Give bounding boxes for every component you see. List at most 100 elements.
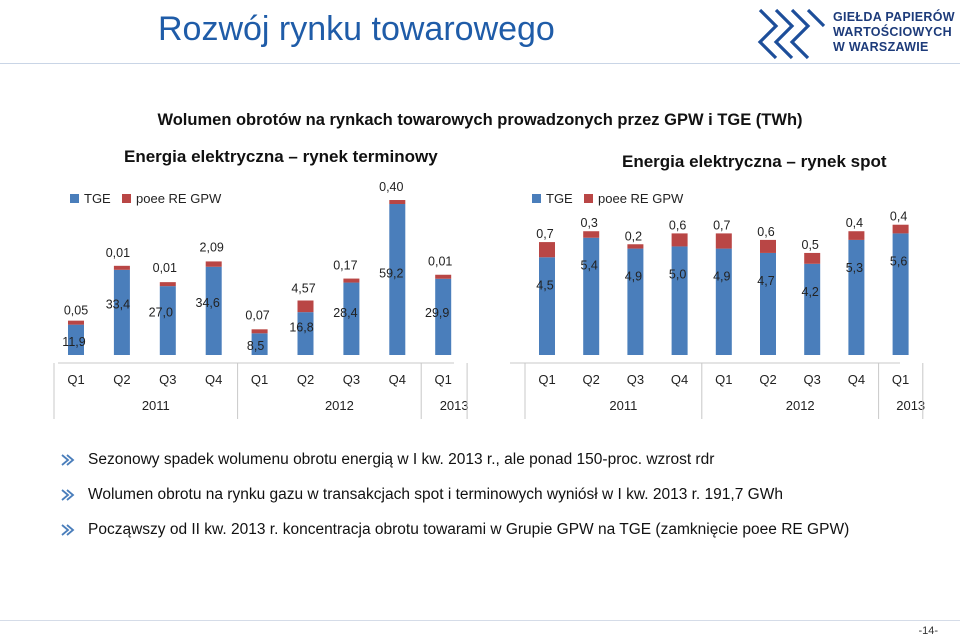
legend-label-tge: TGE (546, 191, 573, 206)
chart-forward-market: TGE poee RE GPW 0,05 11,9 Q1 0,01 33,4 Q2 0,01 27… (53, 180, 469, 419)
data-label-poee: 0,2 (625, 229, 642, 243)
legend: TGE poee RE GPW (532, 191, 684, 206)
tick-label: Q1 (435, 372, 452, 387)
bar-poee (671, 233, 688, 247)
data-label-poee: 0,5 (802, 238, 819, 252)
bar-tge (68, 324, 84, 355)
legend-swatch-tge (70, 194, 79, 203)
bar-tge (671, 246, 688, 355)
bar-tge (205, 266, 222, 355)
data-label-tge: 5,0 (669, 267, 686, 281)
bar-tge (892, 233, 909, 355)
bullet-arrow-icon (61, 524, 75, 536)
data-label-poee: 0,01 (106, 246, 130, 260)
bullet-item: Sezonowy spadek wolumenu obrotu energią … (60, 451, 714, 469)
bar-poee (297, 300, 314, 313)
data-label-poee: 0,17 (333, 259, 357, 273)
bullet-item: Począwszy od II kw. 2013 r. koncentracja… (60, 521, 849, 539)
page-number: -14- (918, 625, 938, 637)
tick-label: Q1 (251, 372, 268, 387)
bar-tge (159, 286, 176, 355)
bar-tge (435, 278, 452, 355)
bar-poee (159, 282, 176, 287)
page-title: Rozwój rynku towarowego (158, 10, 555, 48)
data-label-tge: 4,5 (536, 278, 553, 292)
data-label-tge: 28,4 (333, 306, 357, 320)
bar-poee (343, 278, 360, 283)
data-label-poee: 0,3 (581, 216, 598, 230)
year-label: 2013 (896, 398, 925, 413)
bar-poee (205, 261, 222, 267)
data-label-tge: 4,9 (713, 270, 730, 284)
tick-label: Q1 (67, 372, 84, 387)
bar-poee (892, 224, 909, 234)
data-label-tge: 29,9 (425, 306, 449, 320)
data-label-poee: 0,6 (669, 218, 686, 232)
data-label-poee: 0,01 (428, 255, 452, 269)
tick-label: Q1 (715, 372, 732, 387)
year-label: 2012 (786, 398, 815, 413)
data-label-poee: 4,57 (291, 281, 315, 295)
bar-poee (251, 329, 268, 334)
bar-tge (583, 237, 600, 355)
data-label-poee: 0,7 (536, 227, 553, 241)
data-label-tge: 4,2 (802, 285, 819, 299)
bar-poee (435, 274, 452, 279)
tick-label: Q2 (583, 372, 600, 387)
bar-tge (848, 239, 865, 355)
footer-divider (0, 620, 960, 621)
data-label-poee: 0,07 (245, 308, 269, 322)
tick-label: Q4 (671, 372, 688, 387)
tick-label: Q1 (892, 372, 909, 387)
bullet-text: Sezonowy spadek wolumenu obrotu energią … (88, 451, 715, 468)
data-label-tge: 27,0 (149, 306, 173, 320)
bar-tge (343, 282, 360, 355)
bullet-item: Wolumen obrotu na rynku gazu w transakcj… (60, 486, 783, 504)
logo-line-3: W WARSZAWIE (833, 40, 929, 54)
tick-label: Q4 (848, 372, 865, 387)
legend-label-poee: poee RE GPW (598, 191, 684, 206)
tick-label: Q3 (343, 372, 360, 387)
year-label: 2013 (440, 398, 469, 413)
bar-tge (627, 248, 644, 355)
data-label-poee: 0,4 (890, 210, 907, 224)
legend-swatch-tge (532, 194, 541, 203)
legend-swatch-poee (122, 194, 131, 203)
bar-poee (68, 320, 84, 325)
year-label: 2011 (142, 398, 170, 413)
data-label-poee: 0,7 (713, 218, 730, 232)
bar-tge (760, 252, 776, 355)
bar-tge (804, 263, 821, 355)
bar-poee (113, 265, 130, 270)
logo-line-1: GIEŁDA PAPIERÓW (833, 10, 955, 24)
legend-label-tge: TGE (84, 191, 111, 206)
data-label-poee: 0,4 (846, 216, 863, 230)
year-label: 2012 (325, 398, 354, 413)
bar-tge (389, 204, 406, 355)
year-label: 2011 (609, 398, 637, 413)
bar-tge (539, 257, 555, 355)
data-label-poee: 0,40 (379, 180, 403, 194)
chart-title-forward: Energia elektryczna – rynek terminowy (124, 147, 438, 166)
data-label-tge: 16,8 (289, 321, 313, 335)
data-label-tge: 5,4 (581, 259, 598, 273)
chart-title-spot: Energia elektryczna – rynek spot (622, 152, 887, 171)
legend-swatch-poee (584, 194, 593, 203)
bullet-text: Wolumen obrotu na rynku gazu w transakcj… (88, 486, 783, 503)
legend: TGE poee RE GPW (70, 191, 222, 206)
tick-label: Q1 (538, 372, 555, 387)
tick-label: Q2 (113, 372, 130, 387)
chart-main-title: Wolumen obrotów na rynkach towarowych pr… (157, 111, 803, 129)
tick-label: Q3 (159, 372, 176, 387)
bullet-arrow-icon (61, 454, 75, 466)
legend-label-poee: poee RE GPW (136, 191, 222, 206)
bullet-arrow-icon (61, 489, 75, 501)
bar-tge (251, 333, 268, 355)
tick-label: Q2 (297, 372, 314, 387)
data-label-poee: 0,01 (153, 261, 177, 275)
bar-poee (760, 239, 776, 253)
data-label-tge: 11,9 (62, 335, 85, 349)
data-label-tge: 4,7 (757, 274, 774, 288)
data-label-tge: 59,2 (379, 267, 403, 281)
bar-poee (804, 252, 821, 264)
